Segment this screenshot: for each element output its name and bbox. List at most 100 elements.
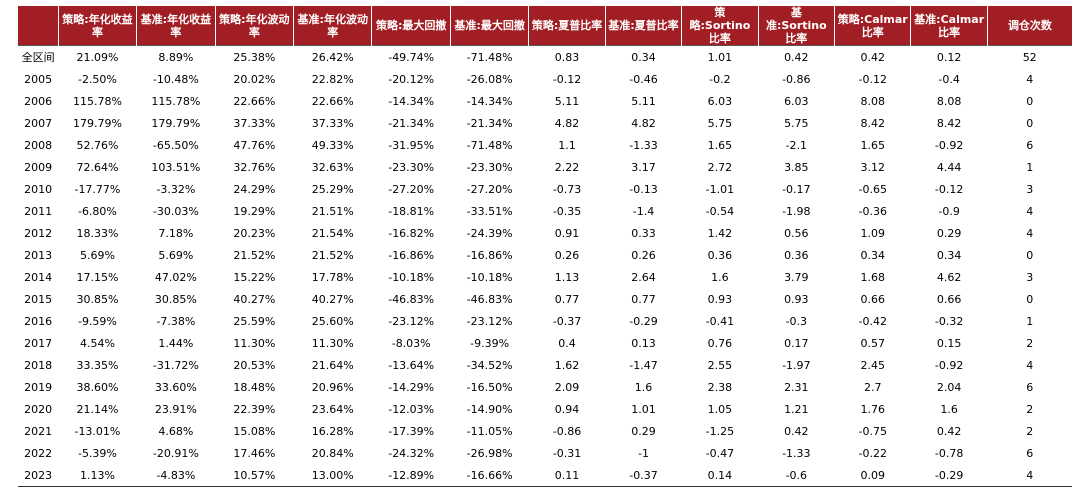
table-row: 2011 -6.80% -30.03% 19.29% 21.51% -18.81% -33.… [18,200,1072,222]
table-cell: 21.14% [76,402,119,416]
table-cell: 1.65 [860,138,885,152]
row-label: 2014 [24,270,53,284]
table-cell: -30.03% [152,204,199,218]
table-cell: 0.13 [631,336,656,350]
table-cell: 20.02% [233,72,276,86]
table-row: 2017 4.54% 1.44% 11.30% 11.30% -8.03% -9.39% 0.… [18,332,1072,354]
table-cell: 4.68% [158,424,194,438]
table-cell: 1.68 [860,270,885,284]
table-cell: 0.09 [834,464,911,487]
table-row: 2022 -5.39% -20.91% 17.46% 20.84% -24.32% -26.… [18,442,1072,464]
table-cell: 1.09 [860,226,885,240]
table-cell: 0.17 [784,336,809,350]
column-header: 基准:Calmar比率 [910,6,988,46]
table-cell: -0.75 [858,424,887,438]
table-cell: -2.50% [77,72,117,86]
table-cell: -16.86% [388,248,435,262]
row-label: 2017 [24,336,53,350]
table-cell: -8.03% [391,336,431,350]
column-header: 基准:Sortino比率 [757,6,835,46]
table-cell: 1.76 [860,402,885,416]
table-cell: -71.48% [450,45,529,68]
table-cell: 103.51% [151,160,201,174]
table-cell: 40.27% [311,292,354,306]
table-cell: 0.91 [554,226,580,240]
table-cell: -23.30% [466,160,513,174]
table-cell: 15.08% [233,424,276,438]
table-cell: -9.59% [77,314,117,328]
table-cell: -1.01 [705,182,735,196]
table-cell: 10.57% [215,464,294,487]
table-row: 2023 1.13% -4.83% 10.57% 13.00% -12.89% -16.66… [18,464,1072,487]
table-cell: 25.60% [311,314,354,328]
table-cell: 0.66 [936,292,962,306]
column-header: 调仓次数 [986,6,1072,46]
table-cell: 4 [1026,226,1034,240]
table-cell: 2.22 [554,160,580,174]
table-cell: 0.42 [784,424,809,438]
table-cell: -23.30% [388,160,435,174]
row-label: 2020 [24,402,53,416]
table-cell: 52 [987,45,1072,68]
row-label: 2010 [24,182,53,196]
table-cell: 37.33% [233,116,276,130]
table-cell: 0.4 [558,336,576,350]
table-cell: 4.82 [554,116,580,130]
table-row: 2015 30.85% 30.85% 40.27% 40.27% -46.83% -46.8… [18,288,1072,310]
table-cell: -33.51% [466,204,513,218]
table-cell: 21.51% [311,204,354,218]
table-cell: 4.44 [936,160,962,174]
table-cell: -31.72% [152,358,199,372]
table-cell: -14.29% [388,380,435,394]
table-cell: 4 [1026,358,1034,372]
row-label: 2022 [24,446,53,460]
table-cell: 38.60% [76,380,119,394]
table-cell: -17.77% [74,182,121,196]
table-cell: 0.42 [936,424,962,438]
table-cell: 1.44% [158,336,194,350]
table-cell: -1.4 [632,204,655,218]
table-cell: -0.78 [934,446,964,460]
row-label: 2009 [24,160,53,174]
table-cell: 0.77 [631,292,656,306]
column-header: 策略:夏普比率 [528,6,606,46]
table-cell: 17.46% [233,446,276,460]
table-cell: 32.63% [311,160,354,174]
table-cell: -1.25 [705,424,735,438]
table-cell: 1 [1026,160,1034,174]
table-cell: -11.05% [466,424,513,438]
row-label: 2013 [24,248,53,262]
table-header-row: 策略:年化收益率 基准:年化收益率 策略:年化波动率 基准:年化波动率 策略:最大回撤基… [18,6,1072,46]
table-cell: 49.33% [311,138,354,152]
row-label: 2015 [24,292,53,306]
table-cell: -0.37 [552,314,582,328]
table-cell: 21.52% [311,248,354,262]
table-row: 2013 5.69% 5.69% 21.52% 21.52% -16.86% -16.86%… [18,244,1072,266]
table-cell: -26.98% [466,446,513,460]
table-cell: -0.73 [552,182,582,196]
column-header: 策略:年化波动率 [214,6,294,46]
table-cell: 0.26 [631,248,656,262]
table-cell: 8.42 [860,116,885,130]
table-row: 2021 -13.01% 4.68% 15.08% 16.28% -17.39% -11.0… [18,420,1072,442]
table-cell: -14.90% [466,402,513,416]
table-cell: 26.42% [293,45,372,68]
table-cell: 23.91% [154,402,197,416]
table-cell: -24.39% [466,226,513,240]
table-cell: 0.34 [605,45,682,68]
table-cell: 23.64% [311,402,354,416]
table-cell: 11.30% [311,336,354,350]
table-row: 2014 17.15% 47.02% 15.22% 17.78% -10.18% -10.1… [18,266,1072,288]
table-cell: 0.29 [631,424,656,438]
table-cell: 1.1 [558,138,576,152]
table-cell: -21.34% [388,116,435,130]
table-cell: -0.37 [605,464,682,487]
table-row: 2016 -9.59% -7.38% 25.59% 25.60% -23.12% -23.1… [18,310,1072,332]
table-cell: 0.76 [707,336,733,350]
table-cell: -16.82% [388,226,435,240]
table-cell: 3.85 [784,160,809,174]
table-cell: 1.05 [707,402,733,416]
table-cell: 3.79 [784,270,809,284]
table-cell: -0.22 [858,446,887,460]
header-corner [18,6,59,46]
